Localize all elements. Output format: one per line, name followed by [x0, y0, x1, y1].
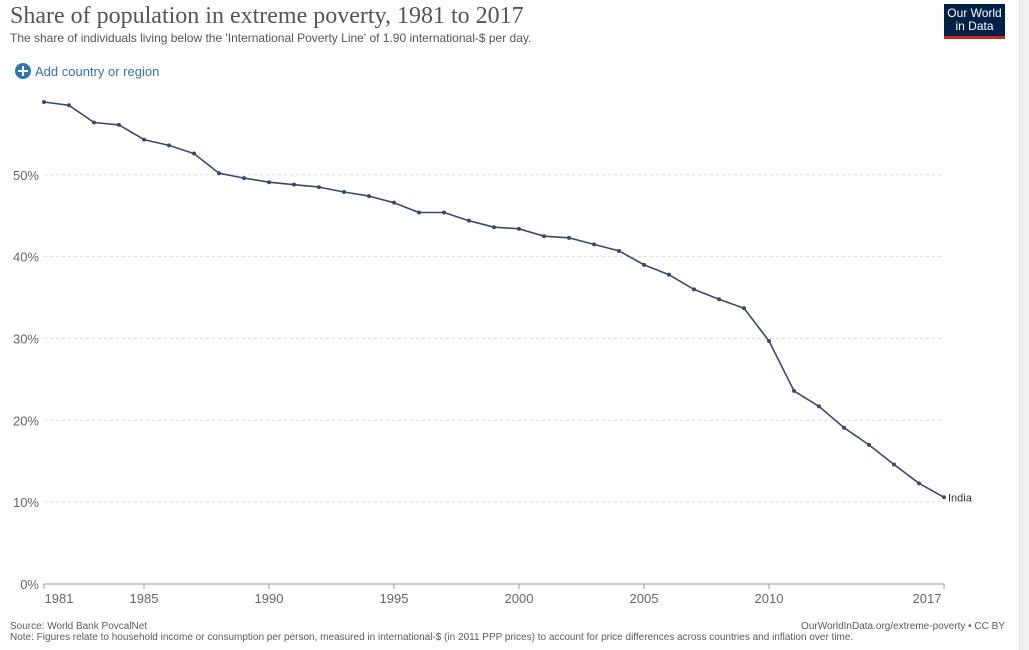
y-tick-label: 30%: [13, 332, 39, 347]
data-point: [317, 185, 321, 190]
add-country-label: Add country or region: [35, 63, 160, 79]
x-tick-label: 2000: [505, 591, 534, 606]
line-chart: 0% 10% 20% 30% 40% 50% 1981 1985 1990 1995 2000 200…: [13, 100, 973, 606]
data-point: [217, 171, 221, 176]
footer-notes: Source: World Bank PovcalNet Note: Figur…: [10, 621, 853, 643]
data-point: [42, 100, 46, 105]
data-point: [67, 103, 71, 108]
series-line-india: [43, 101, 945, 498]
data-point: [492, 225, 496, 230]
data-point: [817, 404, 821, 409]
data-point: [592, 242, 596, 247]
data-point: [867, 442, 871, 447]
x-tick-label: 1995: [380, 591, 409, 606]
x-tick-label: 2010: [755, 591, 784, 606]
data-point: [192, 151, 196, 156]
data-point: [167, 143, 171, 148]
footer-url[interactable]: OurWorldInData.org/extreme-poverty • CC …: [801, 621, 1005, 632]
source-text[interactable]: Source: World Bank PovcalNet: [10, 621, 148, 632]
data-point: [917, 481, 921, 486]
series-label-india: India: [948, 492, 973, 504]
add-country-button[interactable]: Add country or region: [15, 63, 159, 79]
series-layer: India: [42, 100, 973, 504]
chart-title: Share of population in extreme poverty, …: [10, 3, 524, 29]
data-point: [267, 180, 271, 185]
grid-layer: [44, 174, 944, 503]
chart-subtitle: The share of individuals living below th…: [10, 31, 532, 45]
data-point: [467, 218, 471, 223]
axis-layer: 0% 10% 20% 30% 40% 50% 1981 1985 1990 1995 2000 200…: [13, 168, 945, 606]
data-point: [242, 176, 246, 181]
logo-line-1: Our World: [947, 6, 1002, 20]
data-point: [517, 226, 521, 231]
y-tick-label: 0%: [20, 577, 39, 592]
data-point: [642, 262, 646, 267]
data-point: [542, 234, 546, 239]
data-point: [117, 122, 121, 127]
data-point: [717, 297, 721, 302]
note-text: Note: Figures relate to household income…: [10, 632, 854, 643]
data-point: [392, 200, 396, 205]
scrollbar[interactable]: [1019, 0, 1029, 650]
x-tick-label: 1990: [255, 591, 284, 606]
data-point: [367, 194, 371, 199]
owid-logo[interactable]: Our World in Data: [944, 4, 1005, 39]
data-point: [892, 462, 896, 467]
data-point: [667, 272, 671, 277]
plus-circle-icon: [15, 63, 31, 79]
data-point: [842, 425, 846, 430]
data-point: [792, 388, 796, 393]
logo-line-2: in Data: [955, 19, 994, 33]
y-tick-label: 20%: [13, 413, 39, 428]
x-tick-label: 2017: [913, 591, 942, 606]
data-point: [92, 120, 96, 125]
data-point: [692, 287, 696, 292]
y-tick-label: 10%: [13, 495, 39, 510]
data-point: [567, 235, 571, 240]
y-tick-label: 50%: [13, 168, 39, 183]
data-point: [767, 338, 771, 343]
data-point: [342, 190, 346, 195]
data-point: [617, 248, 621, 253]
data-point: [417, 210, 421, 215]
x-tick-label: 1985: [130, 591, 159, 606]
data-point: [142, 137, 146, 142]
data-point: [292, 182, 296, 187]
x-tick-label: 2005: [630, 591, 659, 606]
data-point: [942, 495, 946, 500]
data-point: [442, 210, 446, 215]
data-point: [742, 306, 746, 311]
y-tick-label: 40%: [13, 250, 39, 265]
x-tick-label: 1981: [45, 591, 74, 606]
